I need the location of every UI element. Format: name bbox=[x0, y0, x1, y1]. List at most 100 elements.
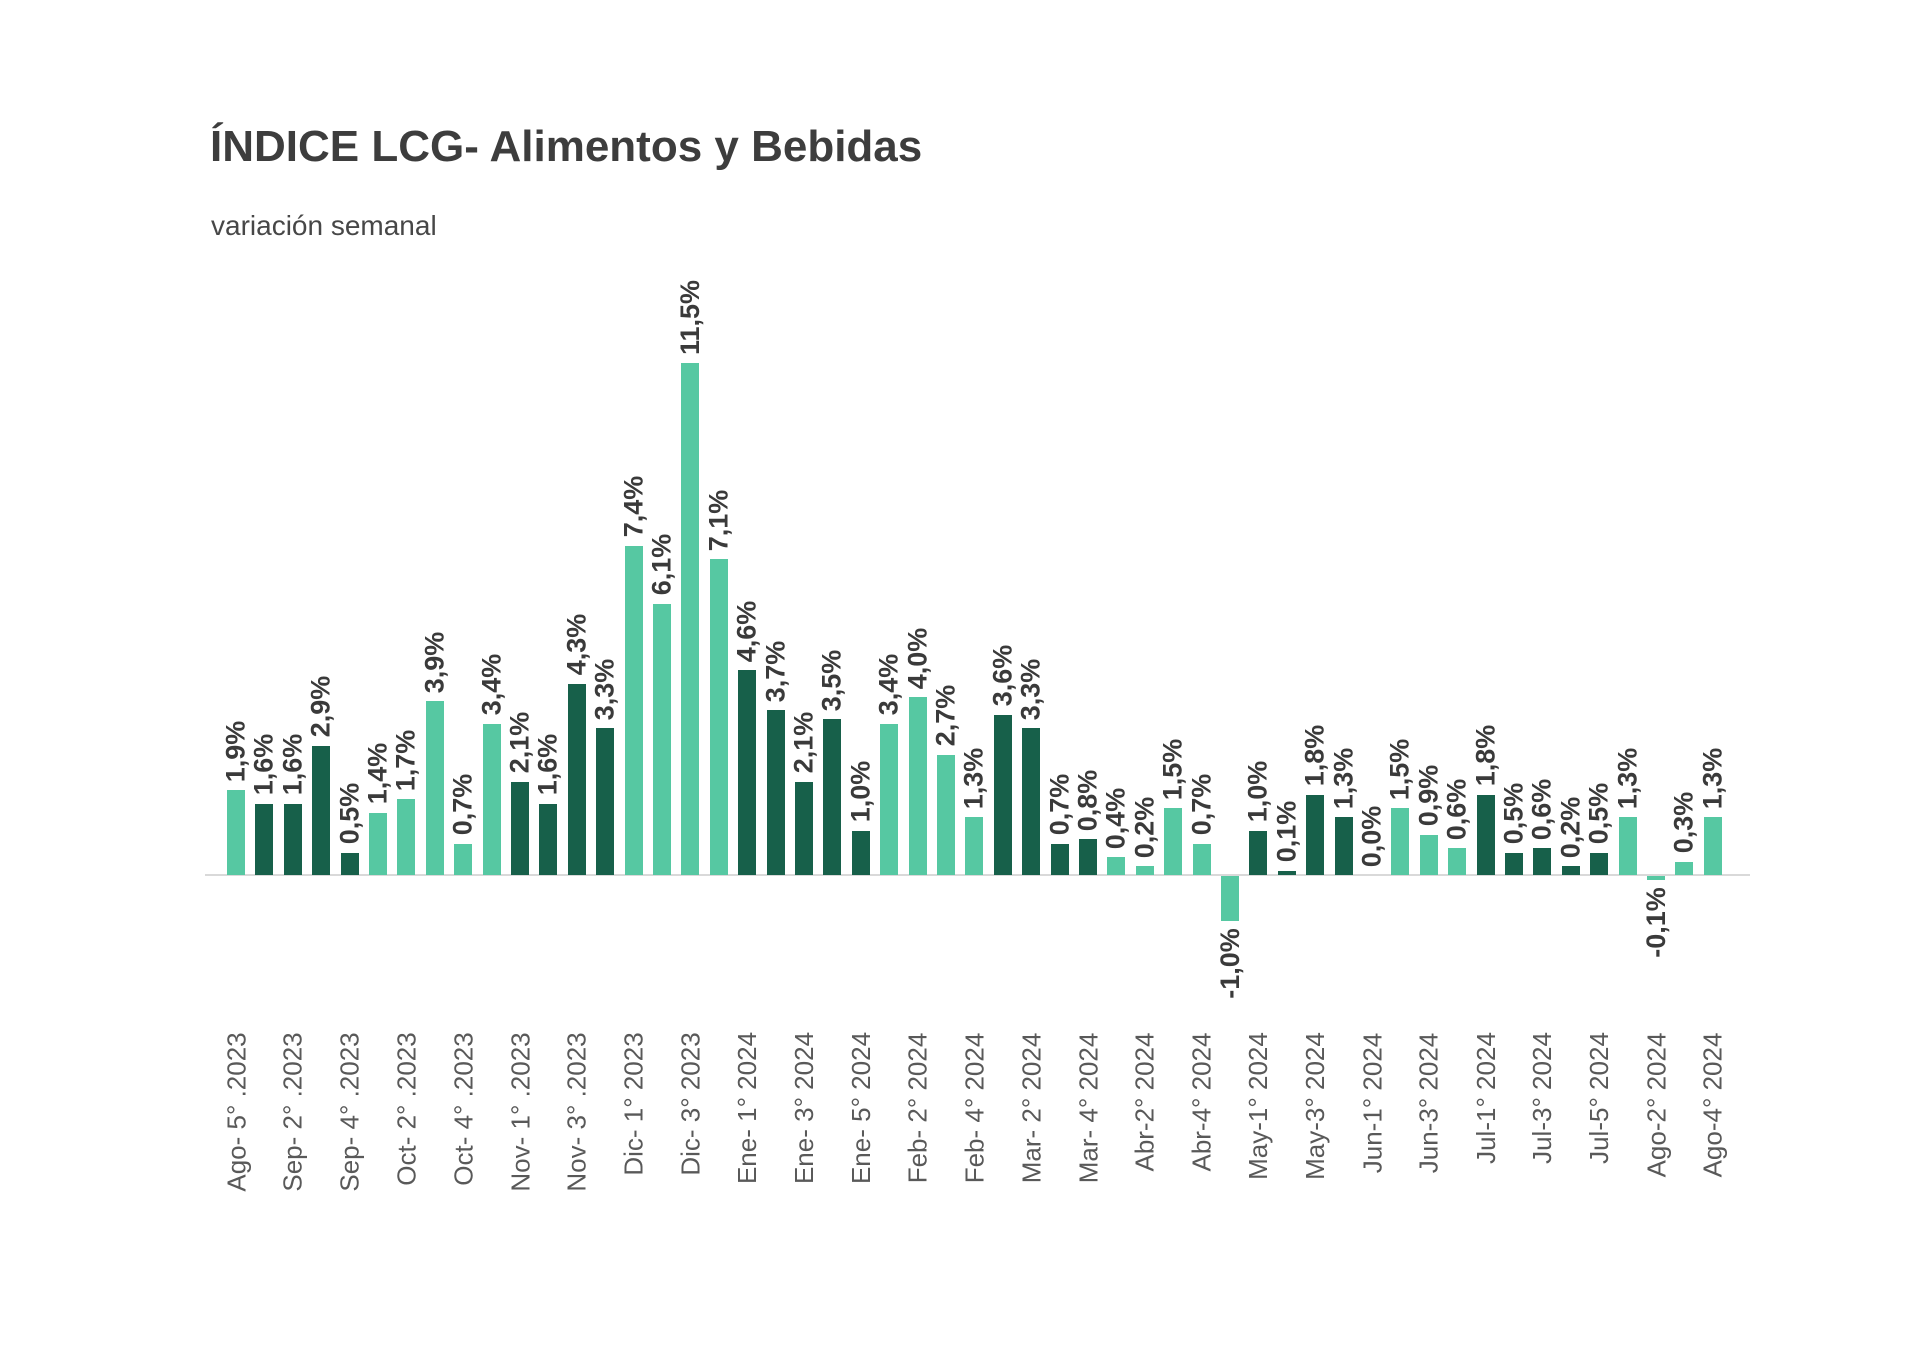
x-tick-label-Jul-3° 2024: Jul-3° 2024 bbox=[1527, 1032, 1558, 1164]
value-label-37: 1,0% bbox=[1242, 760, 1273, 823]
x-tick-label-Ago-4° 2024: Ago-4° 2024 bbox=[1697, 1032, 1728, 1177]
bar-4 bbox=[312, 745, 331, 875]
bar-3-Sep- 2° .2023 bbox=[283, 803, 302, 875]
bar-25-Feb- 2° 2024 bbox=[908, 697, 927, 875]
x-tick-label-Ago-2° 2024: Ago-2° 2024 bbox=[1640, 1032, 1671, 1177]
x-tick-label-Dic- 1° 2023: Dic- 1° 2023 bbox=[618, 1031, 649, 1176]
value-label-15: 7,4% bbox=[617, 475, 648, 538]
x-tick-label-Ago- 5° .2023: Ago- 5° .2023 bbox=[221, 1031, 252, 1192]
bar-39-May-3° 2024 bbox=[1306, 794, 1325, 875]
x-tick-label-Nov- 3° .2023: Nov- 3° .2023 bbox=[561, 1031, 592, 1192]
x-tick-label-Jun-1° 2024: Jun-1° 2024 bbox=[1356, 1032, 1387, 1173]
value-label-33: 0,2% bbox=[1129, 796, 1160, 858]
x-tick-label-Ene- 1° 2024: Ene- 1° 2024 bbox=[732, 1031, 763, 1185]
bar-26 bbox=[937, 754, 955, 875]
bar-36 bbox=[1221, 876, 1239, 921]
bar-44 bbox=[1448, 848, 1467, 875]
bar-19-Ene- 1° 2024 bbox=[738, 670, 757, 875]
bar-11-Nov- 1° .2023 bbox=[511, 781, 529, 875]
x-tick-label-Nov- 1° .2023: Nov- 1° .2023 bbox=[505, 1031, 536, 1192]
x-tick-label-Mar- 2° 2024: Mar- 2° 2024 bbox=[1015, 1032, 1046, 1183]
bar-24 bbox=[880, 723, 899, 875]
bar-14 bbox=[596, 728, 615, 875]
value-label-43: 0,9% bbox=[1413, 765, 1444, 827]
bar-9-Oct- 4° .2023 bbox=[454, 843, 473, 875]
x-tick-label-May-1° 2024: May-1° 2024 bbox=[1243, 1032, 1274, 1180]
x-tick-label-May-3° 2024: May-3° 2024 bbox=[1300, 1032, 1331, 1180]
value-label-29: 3,3% bbox=[1015, 658, 1046, 720]
value-label-32: 0,4% bbox=[1100, 787, 1131, 849]
value-label-21: 2,1% bbox=[788, 711, 819, 774]
x-tick-label-Feb- 4° 2024: Feb- 4° 2024 bbox=[959, 1032, 990, 1183]
value-label-14: 3,3% bbox=[589, 658, 620, 720]
value-label-34: 1,5% bbox=[1157, 738, 1188, 801]
value-label-42: 1,5% bbox=[1384, 738, 1415, 801]
value-label-2: 1,6% bbox=[248, 734, 279, 796]
bar-40 bbox=[1334, 817, 1353, 875]
bar-16 bbox=[653, 603, 671, 875]
x-tick-label-Sep- 2° .2023: Sep- 2° .2023 bbox=[277, 1031, 308, 1192]
bar-33-Abr-2° 2024 bbox=[1135, 866, 1154, 875]
value-label-13: 4,3% bbox=[561, 613, 592, 676]
bar-47-Jul-3° 2024 bbox=[1533, 848, 1552, 875]
value-label-38: 0,1% bbox=[1271, 800, 1302, 863]
value-label-46: 0,5% bbox=[1498, 782, 1529, 845]
bar-43-Jun-3° 2024 bbox=[1419, 834, 1438, 875]
bar-23-Ene- 5° 2024 bbox=[851, 830, 870, 875]
bar-5-Sep- 4° .2023 bbox=[340, 852, 359, 875]
bar-48 bbox=[1561, 866, 1580, 875]
bar-37-May-1° 2024 bbox=[1249, 830, 1268, 875]
x-axis-line bbox=[205, 874, 1750, 876]
bar-52 bbox=[1675, 861, 1694, 875]
value-label-5: 0,5% bbox=[333, 782, 364, 845]
bar-31-Mar- 4° 2024 bbox=[1079, 839, 1097, 875]
x-tick-label-Jul-1° 2024: Jul-1° 2024 bbox=[1470, 1032, 1501, 1164]
value-label-51: -0,1% bbox=[1640, 887, 1671, 959]
value-label-41: 0,0% bbox=[1356, 805, 1387, 867]
bar-15-Dic- 1° 2023 bbox=[624, 545, 643, 875]
bar-13-Nov- 3° .2023 bbox=[567, 683, 586, 875]
value-label-4: 2,9% bbox=[305, 676, 336, 738]
value-label-9: 0,7% bbox=[447, 774, 478, 836]
x-tick-label-Oct- 2° .2023: Oct- 2° .2023 bbox=[391, 1031, 422, 1186]
bar-50 bbox=[1618, 817, 1637, 875]
bar-18 bbox=[709, 559, 728, 875]
bar-34 bbox=[1164, 808, 1183, 875]
value-label-40: 1,3% bbox=[1327, 747, 1358, 809]
value-label-25: 4,0% bbox=[901, 627, 932, 689]
value-label-23: 1,0% bbox=[845, 760, 876, 823]
bar-22 bbox=[823, 719, 842, 875]
bar-12 bbox=[539, 803, 558, 875]
value-label-19: 4,6% bbox=[731, 600, 762, 663]
chart-subtitle: variación semanal bbox=[211, 210, 437, 241]
chart-title: ÍNDICE LCG- Alimentos y Bebidas bbox=[210, 122, 923, 171]
bar-29-Mar- 2° 2024 bbox=[1022, 728, 1041, 875]
bar-1-Ago- 5° .2023 bbox=[227, 790, 245, 875]
bar-30 bbox=[1050, 843, 1069, 875]
bar-46 bbox=[1505, 852, 1523, 875]
bar-49-Jul-5° 2024 bbox=[1590, 852, 1609, 875]
value-label-31: 0,8% bbox=[1072, 769, 1103, 832]
bar-20 bbox=[766, 710, 785, 875]
bar-35-Abr-4° 2024 bbox=[1192, 843, 1211, 875]
value-label-24: 3,4% bbox=[873, 653, 904, 716]
value-label-7: 1,7% bbox=[390, 729, 421, 792]
value-label-50: 1,3% bbox=[1611, 747, 1642, 809]
value-label-53: 1,3% bbox=[1697, 747, 1728, 809]
x-tick-label-Dic- 3° 2023: Dic- 3° 2023 bbox=[675, 1031, 706, 1176]
value-label-52: 0,3% bbox=[1668, 791, 1699, 854]
value-label-44: 0,6% bbox=[1441, 778, 1472, 841]
value-label-1: 1,9% bbox=[220, 720, 251, 783]
value-label-11: 2,1% bbox=[504, 711, 535, 774]
x-tick-label-Jun-3° 2024: Jun-3° 2024 bbox=[1413, 1032, 1444, 1173]
value-label-39: 1,8% bbox=[1299, 725, 1330, 787]
value-label-27: 1,3% bbox=[958, 747, 989, 809]
value-label-16: 6,1% bbox=[646, 533, 677, 596]
value-label-18: 7,1% bbox=[703, 489, 734, 551]
value-label-30: 0,7% bbox=[1043, 774, 1074, 836]
x-tick-label-Jul-5° 2024: Jul-5° 2024 bbox=[1584, 1032, 1615, 1164]
value-label-20: 3,7% bbox=[759, 640, 790, 703]
bar-7-Oct- 2° .2023 bbox=[397, 799, 416, 875]
bar-32 bbox=[1107, 857, 1126, 875]
